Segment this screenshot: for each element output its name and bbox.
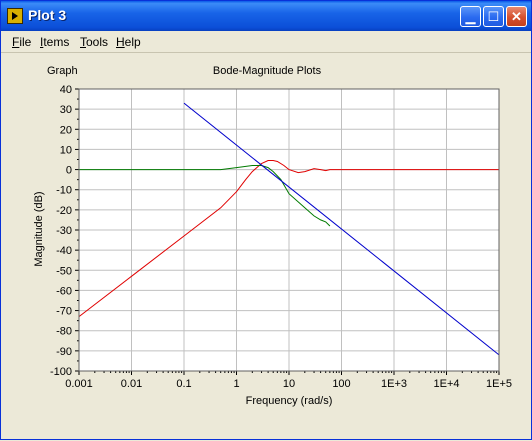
graph-label: Graph — [47, 65, 78, 77]
menu-tools-mnemonic: T — [80, 35, 86, 49]
x-tick-label: 1E+4 — [434, 378, 460, 390]
y-tick-label: -40 — [56, 245, 72, 257]
x-axis-label: Frequency (rad/s) — [245, 395, 333, 407]
y-tick-label: -80 — [56, 326, 72, 338]
menu-tools[interactable]: Tools — [80, 35, 108, 49]
x-tick-label: 1 — [233, 378, 239, 390]
close-button[interactable]: ✕ — [506, 6, 527, 27]
x-tick-label: 10 — [283, 378, 295, 390]
menu-items-mnemonic: I — [40, 35, 44, 49]
plot-border — [78, 88, 500, 372]
x-tick-label: 1E+3 — [381, 378, 407, 390]
menu-items[interactable]: Items — [40, 35, 69, 49]
x-tick-label: 1E+5 — [486, 378, 512, 390]
menu-file-rest: ile — [19, 35, 32, 49]
y-tick-label: 40 — [60, 84, 72, 96]
close-icon: ✕ — [511, 9, 522, 24]
y-tick-label: 30 — [60, 104, 72, 116]
y-tick-label: 10 — [60, 144, 72, 156]
y-tick-label: -100 — [50, 366, 72, 378]
menu-bar: File Items Tools Help — [1, 32, 531, 53]
y-tick-label: -70 — [56, 306, 72, 318]
series-line-green — [79, 165, 331, 227]
x-tick-label: 100 — [332, 378, 350, 390]
menu-tools-rest: ools — [86, 35, 109, 49]
y-tick-label: -60 — [56, 285, 72, 297]
y-tick-label: 0 — [66, 165, 72, 177]
menu-help[interactable]: Help — [116, 35, 141, 49]
series-line-blue — [183, 102, 500, 356]
x-tick-label: 0.001 — [65, 378, 93, 390]
maximize-icon: ☐ — [487, 9, 500, 24]
maximize-button[interactable]: ☐ — [483, 6, 504, 27]
menu-items-rest: tems — [43, 35, 70, 49]
title-bar[interactable]: Plot 3 ▁ ☐ ✕ — [1, 1, 531, 31]
x-tick-label: 0.1 — [176, 378, 191, 390]
y-tick-label: -90 — [56, 346, 72, 358]
y-tick-label: 20 — [60, 124, 72, 136]
x-tick-label: 0.01 — [121, 378, 142, 390]
y-tick-label: -50 — [56, 265, 72, 277]
minimize-button[interactable]: ▁ — [460, 6, 481, 27]
minimize-icon: ▁ — [465, 9, 476, 24]
series-line-red — [78, 160, 499, 317]
labview-vi-icon — [7, 8, 23, 24]
menu-help-rest: elp — [124, 35, 141, 49]
plot-title: Bode-Magnitude Plots — [212, 65, 322, 77]
window-title: Plot 3 — [28, 7, 67, 23]
y-tick-label: -30 — [56, 225, 72, 237]
y-tick-label: -10 — [56, 185, 72, 197]
menu-file-mnemonic: F — [12, 35, 20, 49]
y-tick-label: -20 — [56, 205, 72, 217]
menu-help-mnemonic: H — [116, 35, 125, 49]
menu-file[interactable]: File — [12, 35, 31, 49]
